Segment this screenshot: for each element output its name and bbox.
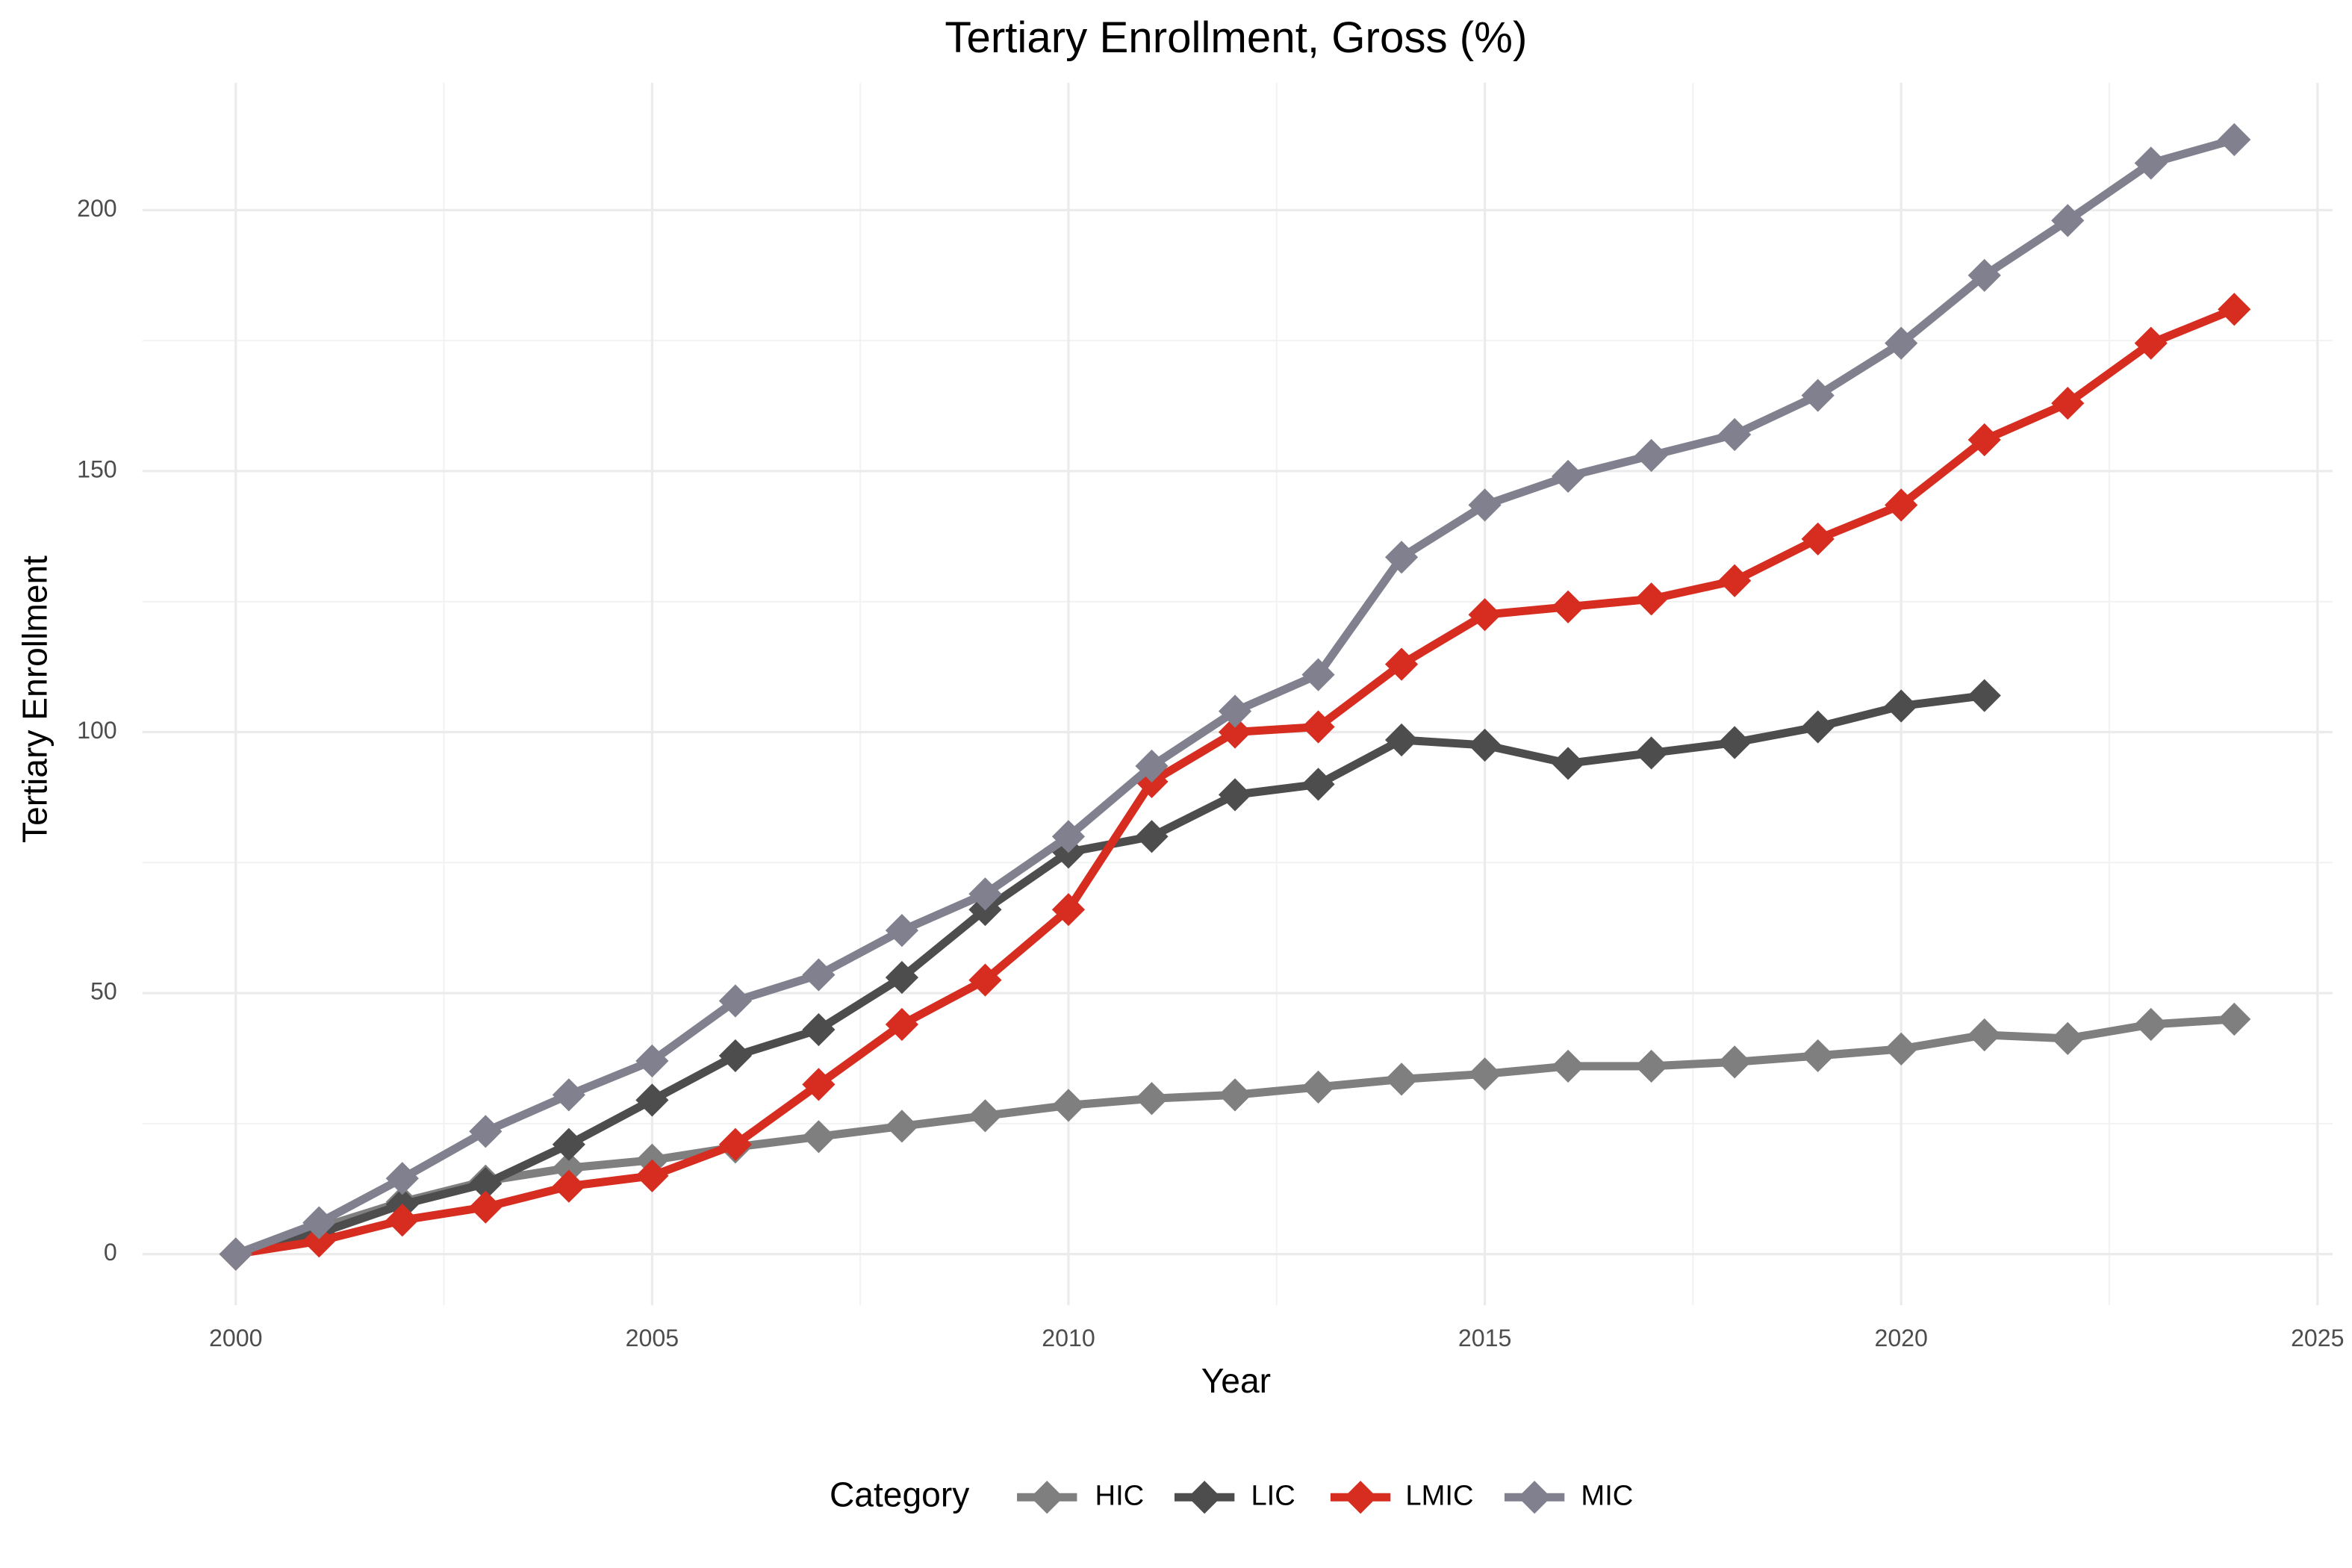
x-tick-label: 2020 <box>1874 1325 1927 1351</box>
data-point <box>718 1039 752 1073</box>
data-point <box>1468 488 1502 522</box>
data-point <box>1718 1045 1752 1079</box>
data-point <box>469 1115 503 1148</box>
data-point <box>1051 1089 1086 1122</box>
data-point <box>968 1099 1002 1133</box>
data-point <box>1552 747 1585 780</box>
y-tick-label: 150 <box>77 455 117 482</box>
data-point <box>1218 778 1252 812</box>
chart-title: Tertiary Enrollment, Gross (%) <box>945 13 1527 62</box>
data-point <box>1301 768 1335 801</box>
x-tick-label: 2015 <box>1458 1325 1511 1351</box>
legend-key-marker <box>1344 1481 1378 1514</box>
data-point <box>2218 293 2251 326</box>
y-tick-label: 100 <box>77 717 117 744</box>
data-point <box>1718 417 1752 452</box>
data-point <box>1218 1078 1252 1112</box>
data-point <box>1967 679 2001 712</box>
data-point <box>302 1206 336 1239</box>
data-point <box>1634 1049 1668 1083</box>
data-point <box>1135 820 1169 853</box>
data-point <box>635 1083 669 1117</box>
legend-label: MIC <box>1581 1479 1633 1511</box>
grid <box>142 82 2333 1306</box>
legend-label: LMIC <box>1405 1479 1473 1511</box>
data-point <box>1468 728 1502 762</box>
data-point <box>1384 723 1419 757</box>
data-point <box>1468 1057 1502 1091</box>
data-point <box>635 1044 669 1078</box>
data-point <box>1718 564 1752 597</box>
data-point <box>552 1078 585 1112</box>
y-tick-label: 50 <box>90 978 117 1005</box>
data-point <box>552 1127 585 1161</box>
legend-key-marker <box>1518 1481 1552 1514</box>
data-point <box>885 1007 919 1042</box>
plot-area <box>219 122 2251 1271</box>
data-point <box>1801 522 1835 556</box>
data-point <box>1634 736 1668 770</box>
legend-key-marker <box>1030 1481 1064 1514</box>
data-point <box>469 1190 503 1224</box>
y-tick-label: 200 <box>77 195 117 222</box>
data-point <box>1135 1082 1169 1116</box>
data-point <box>1634 582 1668 616</box>
data-point <box>885 1110 919 1143</box>
data-point <box>2051 204 2085 237</box>
data-point <box>1384 1063 1419 1096</box>
data-point <box>2134 1007 2168 1042</box>
data-point <box>1885 1032 1918 1065</box>
data-point <box>1885 689 1918 723</box>
legend-label: HIC <box>1095 1479 1145 1511</box>
x-axis-title: Year <box>1201 1361 1271 1400</box>
data-point <box>2051 1021 2085 1055</box>
data-point <box>1885 326 1918 360</box>
data-point <box>802 958 836 992</box>
data-point <box>1552 590 1585 623</box>
y-axis-title: Tertiary Enrollment <box>15 556 54 843</box>
legend-label: LIC <box>1251 1479 1295 1511</box>
data-point <box>1051 893 1086 927</box>
y-tick-label: 0 <box>104 1239 117 1266</box>
data-point <box>885 914 919 948</box>
data-point <box>2218 122 2251 157</box>
x-tick-label: 2010 <box>1042 1325 1095 1351</box>
data-point <box>385 1162 419 1195</box>
data-point <box>885 960 919 995</box>
data-point <box>1801 710 1835 744</box>
x-tick-label: 2025 <box>2291 1325 2344 1351</box>
data-point <box>635 1159 669 1192</box>
legend-key-marker <box>1188 1481 1222 1514</box>
data-point <box>2218 1002 2251 1036</box>
data-point <box>219 1237 252 1271</box>
series-line <box>234 691 1985 1258</box>
data-point <box>2051 386 2085 420</box>
x-tick-label: 2005 <box>626 1325 679 1351</box>
data-point <box>1885 488 1918 522</box>
data-point <box>552 1169 585 1203</box>
data-point <box>1801 1039 1835 1073</box>
data-point <box>1301 710 1335 744</box>
data-point <box>802 1120 836 1154</box>
data-point <box>1301 1070 1335 1104</box>
legend: Category HIC LIC LMIC MIC <box>830 1475 1633 1513</box>
data-point <box>385 1204 419 1237</box>
data-point <box>1552 1049 1585 1083</box>
legend-title: Category <box>830 1475 969 1513</box>
x-tick-label: 2000 <box>209 1325 262 1351</box>
data-point <box>1967 1018 2001 1052</box>
series-line <box>234 1015 2235 1258</box>
data-point <box>1801 379 1835 412</box>
data-point <box>1552 459 1585 494</box>
data-point <box>1634 438 1668 473</box>
data-point <box>302 1225 336 1258</box>
